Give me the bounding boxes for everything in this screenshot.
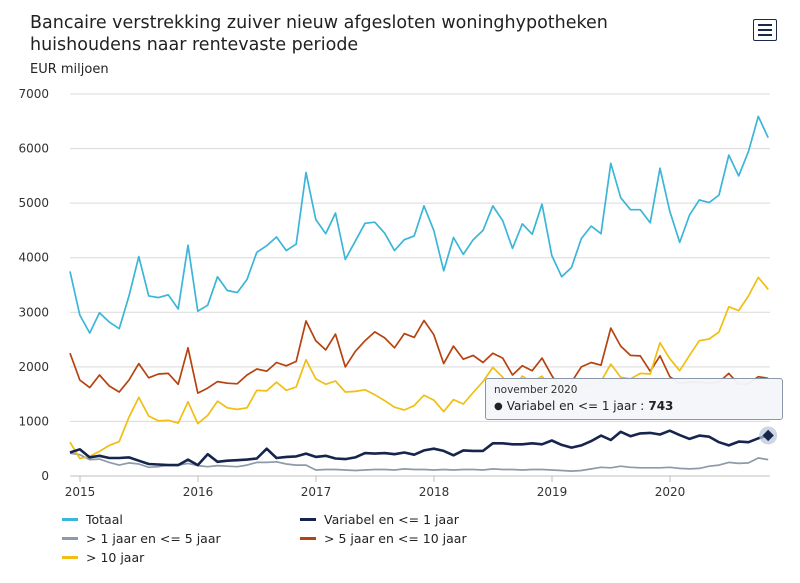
tooltip-series-name: Variabel en <= 1 jaar [506,399,637,413]
x-tick-label: 2018 [419,485,450,499]
x-tick-label: 2017 [301,485,332,499]
y-tick-label: 3000 [18,305,49,319]
y-axis-tick-labels: 0 1000 2000 3000 4000 5000 6000 7000 [18,87,49,483]
y-tick-label: 7000 [18,87,49,101]
y-tick-label: 1000 [18,414,49,428]
legend-swatch [62,518,78,521]
tooltip-colon: : [640,399,645,413]
tooltip-marker-icon: ● [494,400,503,412]
chart-unit-label: EUR miljoen [30,62,109,77]
x-tick-label: 2019 [537,485,568,499]
y-tick-label: 4000 [18,251,49,265]
x-tick-label: 2020 [655,485,686,499]
legend-item-5-10-jaar[interactable]: > 5 jaar en <= 10 jaar [300,531,467,546]
legend-swatch [62,537,78,540]
legend-item-variabel[interactable]: Variabel en <= 1 jaar [300,512,459,527]
legend-label: > 10 jaar [86,550,145,565]
y-tick-label: 5000 [18,196,49,210]
series-line-variabel [69,429,769,467]
hamburger-menu-icon[interactable] [753,19,777,41]
series-line-j10 [69,276,769,460]
legend-item-1-5-jaar[interactable]: > 1 jaar en <= 5 jaar [62,531,221,546]
tooltip-value: 743 [648,399,674,413]
chart-series-lines [69,115,769,472]
chart-title: Bancaire verstrekking zuiver nieuw afges… [30,12,608,56]
chart-gridlines [70,93,770,482]
y-tick-label: 0 [41,469,49,483]
x-tick-label: 2015 [65,485,96,499]
y-tick-label: 2000 [18,360,49,374]
tooltip-row: ● Variabel en <= 1 jaar: 743 [494,399,774,413]
series-line-j1_5 [69,452,769,472]
chart-tooltip: november 2020 ● Variabel en <= 1 jaar: 7… [485,378,783,420]
legend-label: > 1 jaar en <= 5 jaar [86,531,221,546]
menu-bar [758,34,772,36]
legend-label: Variabel en <= 1 jaar [324,512,459,527]
legend-swatch [300,518,316,521]
hover-point-marker [762,429,774,442]
chart-title-line-2: huishoudens naar rentevaste periode [30,35,359,55]
legend-swatch [300,537,316,540]
chart-title-line-1: Bancaire verstrekking zuiver nieuw afges… [30,13,608,33]
x-axis-tick-labels: 2015 2016 2017 2018 2019 2020 [65,485,686,499]
legend-item-totaal[interactable]: Totaal [62,512,123,527]
hover-marker [759,426,778,445]
legend-label: Totaal [86,512,123,527]
legend-label: > 5 jaar en <= 10 jaar [324,531,467,546]
menu-bar [758,29,772,31]
series-line-totaal [69,115,769,334]
legend-swatch [62,556,78,559]
tooltip-date: november 2020 [494,384,578,396]
y-tick-label: 6000 [18,142,49,156]
x-tick-label: 2016 [183,485,214,499]
legend-item-10-jaar[interactable]: > 10 jaar [62,550,144,565]
menu-bar [758,24,772,26]
